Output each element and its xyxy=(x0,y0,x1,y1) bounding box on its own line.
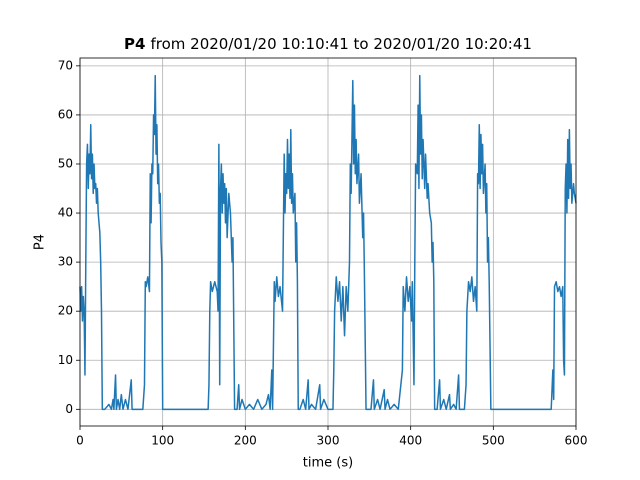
axes-frame xyxy=(79,57,577,427)
x-tick-label: 600 xyxy=(565,434,588,448)
x-tick-label: 100 xyxy=(151,434,174,448)
x-axis-label: time (s) xyxy=(303,456,353,471)
y-tick-label: 10 xyxy=(58,353,73,367)
x-tick-label: 400 xyxy=(399,434,422,448)
y-tick-label: 30 xyxy=(58,255,73,269)
y-tick-label: 40 xyxy=(58,206,73,220)
x-tick-label: 0 xyxy=(76,434,84,448)
x-tick-label: 500 xyxy=(482,434,505,448)
chart-title: P4 from 2020/01/20 10:10:41 to 2020/01/20… xyxy=(124,35,532,53)
x-tick-label: 200 xyxy=(234,434,257,448)
y-tick-label: 50 xyxy=(58,156,73,170)
y-tick-label: 20 xyxy=(58,304,73,318)
x-tick-label: 300 xyxy=(317,434,340,448)
plot-area: 0 100 200 300 400 500 600 0 10 20 30 40 50 60 70 xyxy=(58,57,588,448)
y-tick-label: 0 xyxy=(65,402,73,416)
title-rest: from 2020/01/20 10:10:41 to 2020/01/20 1… xyxy=(150,35,531,53)
y-axis-label: P4 xyxy=(33,234,48,250)
y-tick-label: 60 xyxy=(58,107,73,121)
y-tick-label: 70 xyxy=(58,58,73,72)
title-bold: P4 xyxy=(124,35,145,53)
data-line xyxy=(79,74,577,411)
